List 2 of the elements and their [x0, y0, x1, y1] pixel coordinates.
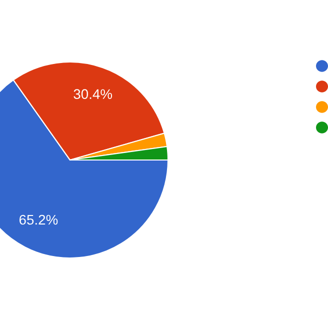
data-label: 30.4% — [74, 89, 112, 100]
data-label: 65.2% — [19, 214, 58, 225]
